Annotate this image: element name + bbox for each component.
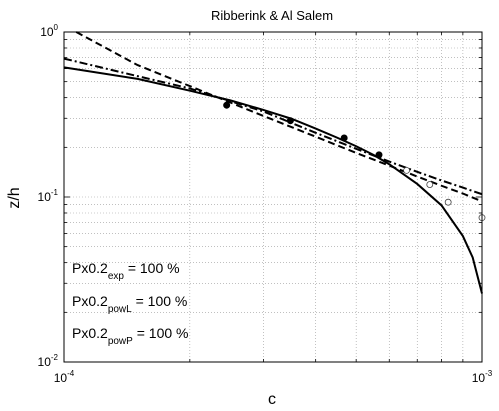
- tick-labels: 10-4 10-3 10-2 10-1 100: [38, 23, 493, 385]
- grid: [64, 32, 482, 362]
- series-line-dash-dot: [63, 57, 483, 196]
- axis-ticks: [63, 32, 482, 363]
- data-point-open: [426, 181, 434, 188]
- y-axis-label: z/h: [6, 187, 23, 208]
- annotations: Px0.2exp = 100 % Px0.2powL = 100 % Px0.2po…: [72, 260, 188, 347]
- data-point-filled: [223, 101, 231, 109]
- x-axis-label: c: [268, 391, 276, 408]
- y-tick-label: 10-1: [38, 188, 59, 204]
- annotation-text: Px0.2exp = 100 %: [72, 260, 180, 282]
- data-point-filled: [286, 117, 294, 125]
- annotation-text: Px0.2powP = 100 %: [72, 325, 188, 347]
- x-tick-label: 10-3: [472, 369, 493, 385]
- y-tick-label: 10-2: [38, 353, 59, 369]
- data-point-filled: [340, 134, 348, 142]
- data-point-open: [444, 198, 452, 206]
- x-tick-label: 10-4: [54, 369, 75, 385]
- annotation-text: Px0.2powL = 100 %: [72, 293, 187, 315]
- data-point-open: [403, 166, 410, 174]
- data-curves: [63, 31, 483, 294]
- data-markers: [223, 101, 486, 222]
- chart-title: Ribberink & Al Salem: [211, 8, 333, 23]
- y-tick-label: 100: [40, 23, 58, 39]
- data-point-filled: [375, 151, 383, 159]
